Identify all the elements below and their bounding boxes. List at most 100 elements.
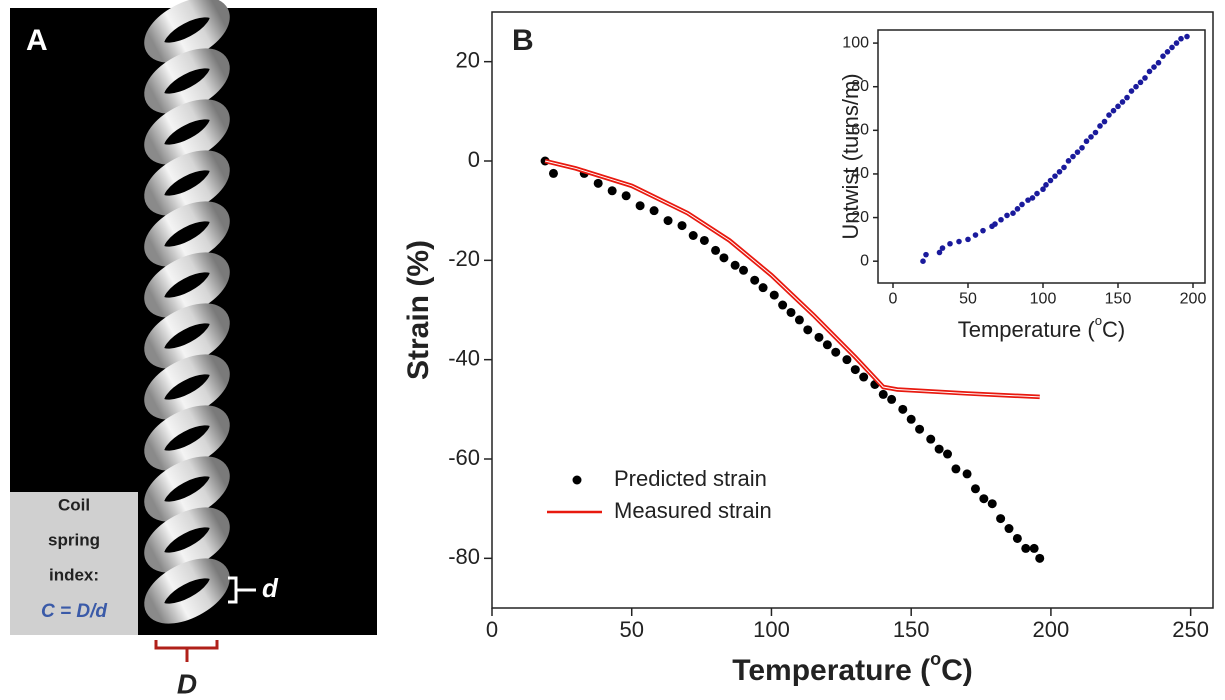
point xyxy=(1019,201,1025,208)
point xyxy=(548,168,558,178)
legend-label: Measured strain xyxy=(614,498,772,523)
point xyxy=(1101,118,1108,125)
point xyxy=(814,332,824,342)
y-tick-label: 20 xyxy=(851,209,869,226)
point xyxy=(939,245,946,251)
coil-turn xyxy=(144,0,230,63)
point xyxy=(1137,79,1144,86)
point xyxy=(920,258,926,264)
point xyxy=(1110,107,1117,114)
point xyxy=(719,253,729,263)
coil-turn xyxy=(144,456,230,522)
point xyxy=(926,434,936,444)
formula: C = D/d xyxy=(41,601,107,622)
y-tick-label: 0 xyxy=(860,252,869,269)
point xyxy=(1029,195,1036,201)
point xyxy=(1035,553,1045,563)
point xyxy=(936,249,943,256)
x-tick-label: 100 xyxy=(753,617,790,642)
d-label: d xyxy=(262,573,279,603)
point xyxy=(1010,210,1016,217)
point xyxy=(1074,149,1081,155)
point xyxy=(831,347,841,357)
point xyxy=(943,449,953,459)
point xyxy=(1034,190,1040,197)
index-text: index: xyxy=(49,565,99,584)
point xyxy=(1029,543,1039,553)
point xyxy=(769,290,779,300)
point xyxy=(979,494,989,504)
point xyxy=(1065,158,1072,164)
plot-frame xyxy=(491,11,1214,609)
x-axis-label: Temperature (oC) xyxy=(732,649,972,687)
x-axis-label-part: o xyxy=(930,649,941,669)
point xyxy=(1155,59,1162,66)
x-axis-label-part: C) xyxy=(1102,317,1125,342)
coil-turn xyxy=(144,99,230,165)
point xyxy=(1146,68,1153,75)
point xyxy=(803,325,813,335)
d-bracket xyxy=(228,576,256,604)
y-tick-label: -20 xyxy=(448,246,480,271)
point xyxy=(962,469,972,479)
point xyxy=(1004,524,1014,534)
point xyxy=(1160,53,1166,59)
point xyxy=(972,232,979,238)
point xyxy=(1079,144,1085,151)
coil-turn xyxy=(144,201,230,267)
point xyxy=(786,307,796,317)
point xyxy=(887,394,897,404)
point xyxy=(607,186,617,196)
coil-turn xyxy=(144,558,230,624)
point xyxy=(1164,49,1171,55)
point xyxy=(730,260,740,270)
point xyxy=(1088,134,1094,140)
point xyxy=(1061,164,1067,171)
point xyxy=(778,300,788,310)
point xyxy=(951,464,961,474)
coil-turn xyxy=(144,507,230,573)
x-tick-label: 0 xyxy=(486,617,498,642)
point xyxy=(1173,40,1180,46)
point xyxy=(649,206,659,216)
index-text: Coil xyxy=(58,495,90,514)
point xyxy=(621,191,631,201)
point xyxy=(1124,94,1130,101)
D-bracket xyxy=(154,640,219,662)
point xyxy=(1025,197,1031,203)
point xyxy=(739,265,749,275)
coil-turn xyxy=(144,303,230,369)
point xyxy=(593,178,603,188)
point xyxy=(1040,186,1046,193)
coil-turn xyxy=(144,252,230,318)
point xyxy=(998,216,1004,223)
point xyxy=(965,236,971,243)
point xyxy=(1052,173,1058,179)
point xyxy=(1097,123,1103,129)
x-tick-label: 150 xyxy=(1105,290,1132,307)
y-tick-label: -40 xyxy=(448,345,480,370)
x-tick-label: 150 xyxy=(893,617,930,642)
y-tick-label: 40 xyxy=(851,165,869,182)
point xyxy=(750,275,760,285)
x-axis-label-part: o xyxy=(1095,314,1102,329)
y-tick-label: 60 xyxy=(851,122,869,139)
panel-label: B xyxy=(512,24,534,57)
y-tick-label: 20 xyxy=(456,47,480,72)
point xyxy=(923,251,929,258)
point xyxy=(794,315,804,325)
index-text: spring xyxy=(48,530,100,549)
point xyxy=(970,484,980,494)
measured-line xyxy=(544,158,1040,400)
y-tick-label: 0 xyxy=(468,147,480,172)
point xyxy=(1047,177,1054,184)
point xyxy=(1056,168,1063,175)
point xyxy=(677,221,687,231)
x-tick-label: 200 xyxy=(1033,617,1070,642)
y-tick-label: 80 xyxy=(851,78,869,95)
point xyxy=(1119,99,1126,105)
point xyxy=(1014,206,1021,212)
coil-turn xyxy=(144,354,230,420)
plot-frame xyxy=(877,29,1206,284)
point xyxy=(1004,212,1010,219)
